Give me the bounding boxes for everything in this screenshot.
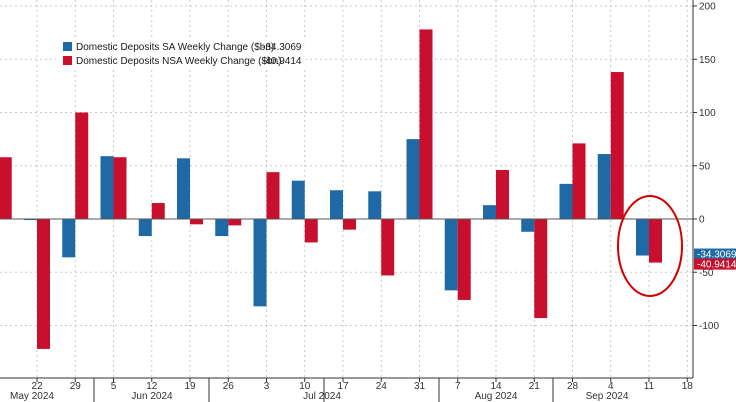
y-tick-label-2: 0 bbox=[699, 215, 705, 226]
bars bbox=[0, 29, 662, 349]
nsa-bar-10 bbox=[381, 219, 395, 276]
sa-bar-14 bbox=[521, 219, 535, 232]
sa-bar-2 bbox=[62, 219, 76, 258]
legend-background bbox=[56, 38, 306, 68]
sa-bar-7 bbox=[253, 219, 267, 307]
x-tick-label-13: 21 bbox=[529, 381, 541, 392]
x-tick-label-3: 12 bbox=[146, 381, 158, 392]
nsa-bar-17 bbox=[649, 219, 662, 263]
nsa-bar-3 bbox=[113, 157, 127, 219]
sa-bar-15 bbox=[559, 183, 573, 219]
nsa-bar-8 bbox=[304, 219, 318, 243]
x-tick-label-12: 14 bbox=[490, 381, 502, 392]
y-tick-label-3: 50 bbox=[699, 161, 711, 172]
axes: -100 -50 0 50 100 150 200 22 29 5 12 19 26 3 10 17 24 31 7… bbox=[0, 0, 719, 402]
y-tick-label-6: 200 bbox=[699, 2, 716, 13]
x-tick-label-5: 26 bbox=[223, 381, 235, 392]
sa-bar-4 bbox=[138, 219, 152, 237]
y-tick-label-5: 150 bbox=[699, 55, 716, 66]
sa-bar-13 bbox=[483, 205, 496, 219]
sa-bar-12 bbox=[444, 219, 458, 291]
x-tick-label-6: 3 bbox=[264, 381, 270, 392]
month-label-4: Sep 2024 bbox=[586, 391, 629, 402]
y-tick-label-4: 100 bbox=[699, 108, 716, 119]
legend-value-0: -34.3069 bbox=[262, 42, 302, 53]
sa-bar-10 bbox=[368, 191, 382, 219]
nsa-bar-12 bbox=[457, 219, 471, 300]
highlight-circle bbox=[617, 195, 683, 297]
nsa-bar-13 bbox=[496, 170, 509, 219]
x-tick-label-9: 24 bbox=[376, 381, 388, 392]
legend-swatch-0 bbox=[63, 42, 72, 51]
legend: Domestic Deposits SA Weekly Change ($bn)… bbox=[56, 38, 306, 68]
sa-bar-17 bbox=[636, 219, 649, 256]
sa-bar-8 bbox=[291, 180, 305, 219]
nsa-bar-7 bbox=[266, 172, 280, 219]
sa-bar-9 bbox=[330, 190, 343, 219]
sa-bar-1 bbox=[24, 219, 37, 221]
last-value-tag-text-1: -40.9414 bbox=[697, 260, 736, 271]
month-label-1: Jun 2024 bbox=[131, 391, 173, 402]
x-tick-label-16: 11 bbox=[644, 381, 655, 392]
month-label-3: Aug 2024 bbox=[475, 391, 518, 402]
x-tick-label-1: 29 bbox=[70, 381, 82, 392]
month-label-0: May 2024 bbox=[10, 391, 54, 402]
sa-bar-3 bbox=[100, 156, 114, 219]
x-tick-label-4: 19 bbox=[184, 381, 196, 392]
x-tick-label-17: 18 bbox=[682, 381, 694, 392]
y-tick-label-0: -100 bbox=[699, 321, 719, 332]
y-tick-label-1: -50 bbox=[699, 268, 714, 279]
nsa-bar-4 bbox=[151, 203, 165, 219]
nsa-bar-6 bbox=[228, 219, 242, 226]
sa-bar-16 bbox=[597, 154, 611, 219]
nsa-bar-14 bbox=[534, 219, 548, 319]
month-label-2: Jul 2024 bbox=[303, 391, 341, 402]
x-tick-label-7: 10 bbox=[299, 381, 311, 392]
x-tick-label-15: 4 bbox=[608, 381, 614, 392]
nsa-bar-0 bbox=[0, 157, 12, 219]
nsa-bar-2 bbox=[75, 112, 89, 219]
last-value-tag-0 bbox=[694, 248, 736, 260]
x-tick-label-10: 31 bbox=[414, 381, 426, 392]
nsa-bar-16 bbox=[610, 72, 624, 219]
legend-label-1: Domestic Deposits NSA Weekly Change ($bn… bbox=[76, 56, 281, 67]
nsa-bar-11 bbox=[419, 29, 433, 220]
annotations: -34.3069-40.9414 bbox=[617, 195, 736, 297]
x-tick-label-8: 17 bbox=[337, 381, 349, 392]
sa-bar-5 bbox=[177, 158, 190, 219]
nsa-bar-15 bbox=[572, 143, 586, 219]
nsa-bar-1 bbox=[37, 219, 50, 349]
x-tick-label-14: 28 bbox=[567, 381, 579, 392]
sa-bar-11 bbox=[406, 139, 420, 219]
x-tick-label-11: 7 bbox=[455, 381, 461, 392]
x-tick-label-2: 5 bbox=[111, 381, 117, 392]
nsa-bar-9 bbox=[343, 219, 356, 230]
last-value-tag-text-0: -34.3069 bbox=[697, 250, 736, 261]
legend-swatch-1 bbox=[63, 56, 72, 65]
legend-value-1: -40.9414 bbox=[262, 56, 302, 67]
legend-label-0: Domestic Deposits SA Weekly Change ($bn) bbox=[76, 42, 274, 53]
sa-bar-6 bbox=[215, 219, 229, 237]
x-tick-label-0: 22 bbox=[31, 381, 43, 392]
nsa-bar-5 bbox=[190, 219, 203, 225]
last-value-tag-1 bbox=[694, 258, 736, 270]
